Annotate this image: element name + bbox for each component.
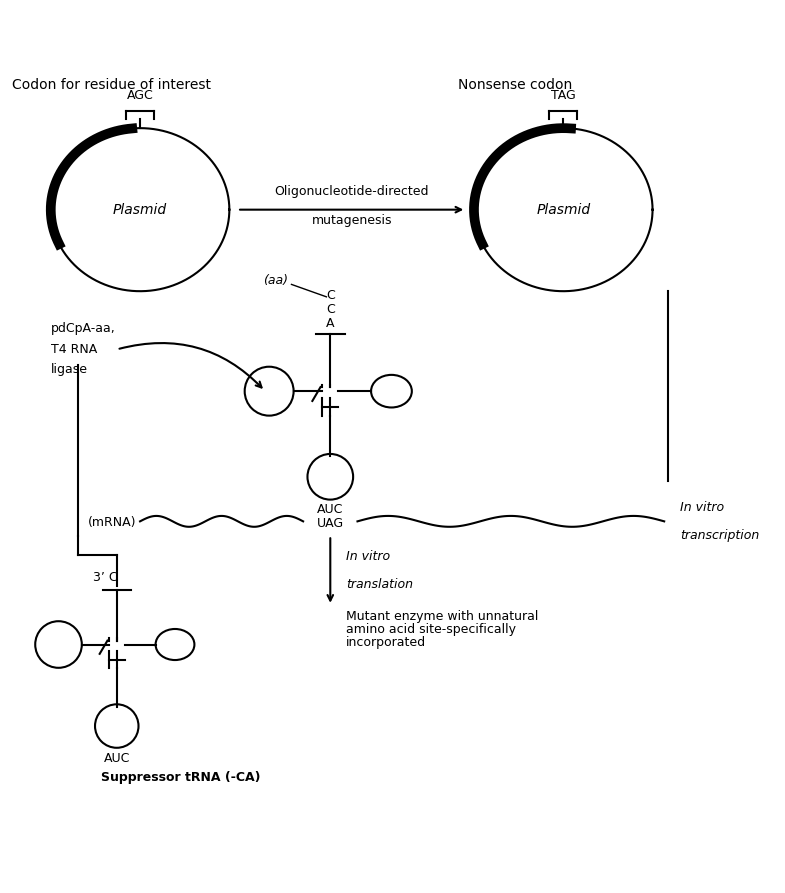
Text: ligase: ligase (51, 363, 88, 377)
Text: UAG: UAG (316, 517, 344, 530)
Text: Codon for residue of interest: Codon for residue of interest (12, 78, 211, 92)
Text: 3’ C: 3’ C (93, 571, 118, 584)
Text: T4 RNA: T4 RNA (51, 343, 97, 356)
Text: C: C (326, 289, 334, 302)
Text: pdCpA-aa,: pdCpA-aa, (51, 322, 115, 336)
Text: transcription: transcription (680, 530, 759, 542)
Text: Plasmid: Plasmid (536, 203, 590, 217)
Text: (mRNA): (mRNA) (88, 516, 136, 530)
Text: In vitro: In vitro (346, 550, 390, 563)
Text: (aa): (aa) (263, 274, 287, 287)
Text: amino acid site-specifically: amino acid site-specifically (346, 622, 516, 636)
Text: AUC: AUC (104, 752, 130, 764)
Text: mutagenesis: mutagenesis (312, 213, 392, 227)
Text: AGC: AGC (126, 88, 153, 102)
Text: Nonsense codon: Nonsense codon (458, 78, 573, 92)
Text: TAG: TAG (551, 88, 575, 102)
Text: translation: translation (346, 579, 413, 591)
Text: C: C (326, 304, 334, 316)
Text: Mutant enzyme with unnatural: Mutant enzyme with unnatural (346, 610, 539, 622)
Text: Plasmid: Plasmid (113, 203, 167, 217)
Text: incorporated: incorporated (346, 636, 426, 649)
Text: Suppressor tRNA (-CA): Suppressor tRNA (-CA) (101, 771, 261, 784)
Text: AUC: AUC (317, 504, 344, 516)
Text: In vitro: In vitro (680, 501, 724, 513)
Text: A: A (326, 317, 334, 330)
Text: Oligonucleotide-directed: Oligonucleotide-directed (275, 185, 429, 198)
